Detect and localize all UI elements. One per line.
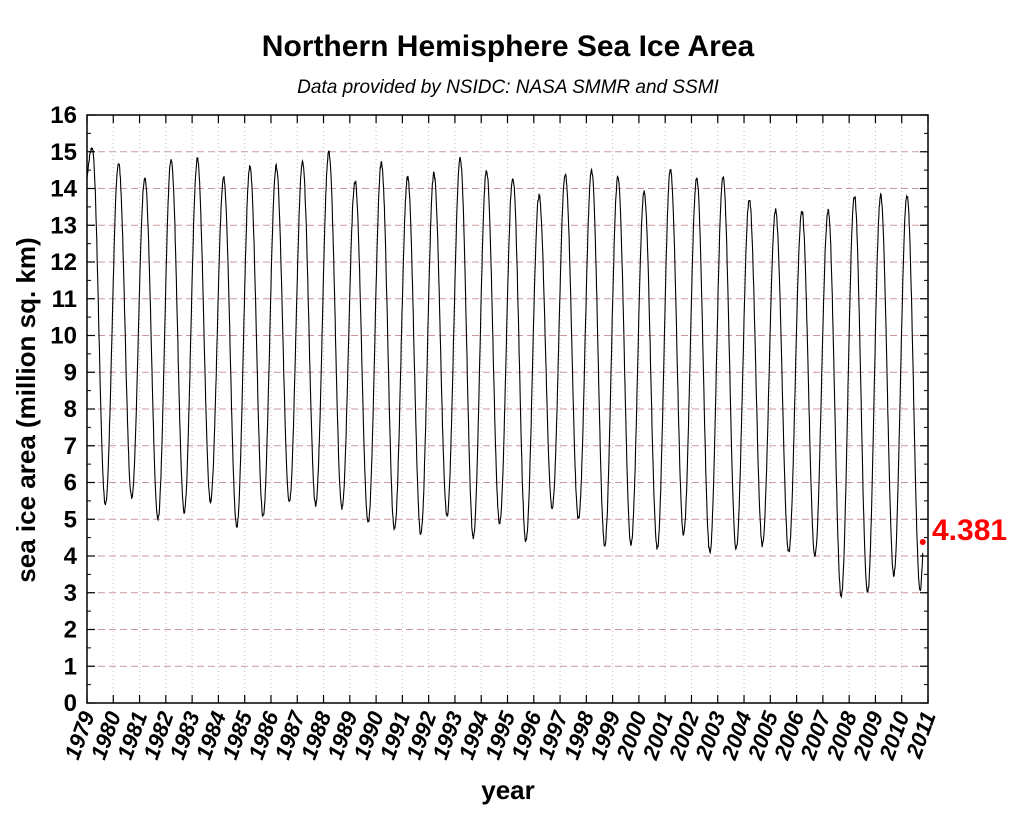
y-tick-label: 1 xyxy=(64,653,77,680)
series-line-sea-ice-area xyxy=(86,147,924,599)
y-tick-label: 9 xyxy=(64,359,77,386)
y-axis-label: sea ice area (million sq. km) xyxy=(11,237,41,582)
y-tick-label: 12 xyxy=(50,249,77,276)
y-tick-label: 16 xyxy=(50,102,77,129)
y-tick-label: 10 xyxy=(50,323,77,350)
y-tick-label: 15 xyxy=(50,139,77,166)
annotation-marker xyxy=(919,538,926,545)
grid xyxy=(87,115,928,703)
y-tick-label: 7 xyxy=(64,433,77,460)
y-tick-label: 5 xyxy=(64,506,77,533)
y-tick-label: 13 xyxy=(50,212,77,239)
y-tick-label: 4 xyxy=(64,543,78,570)
y-tick-label: 6 xyxy=(64,470,77,497)
x-axis-label: year xyxy=(481,775,535,805)
chart-title: Northern Hemisphere Sea Ice Area xyxy=(262,30,755,63)
y-tick-label: 8 xyxy=(64,396,77,423)
chart-subtitle: Data provided by NSIDC: NASA SMMR and SS… xyxy=(297,77,719,98)
y-tick-label: 0 xyxy=(64,690,77,717)
x-axis: 1979198019811982198319841985198619871988… xyxy=(59,115,941,764)
y-tick-label: 2 xyxy=(64,617,77,644)
y-tick-label: 3 xyxy=(64,580,77,607)
y-tick-label: 11 xyxy=(52,286,77,313)
y-tick-label: 14 xyxy=(50,176,77,203)
annotation-label: 4.381 xyxy=(932,514,1007,547)
